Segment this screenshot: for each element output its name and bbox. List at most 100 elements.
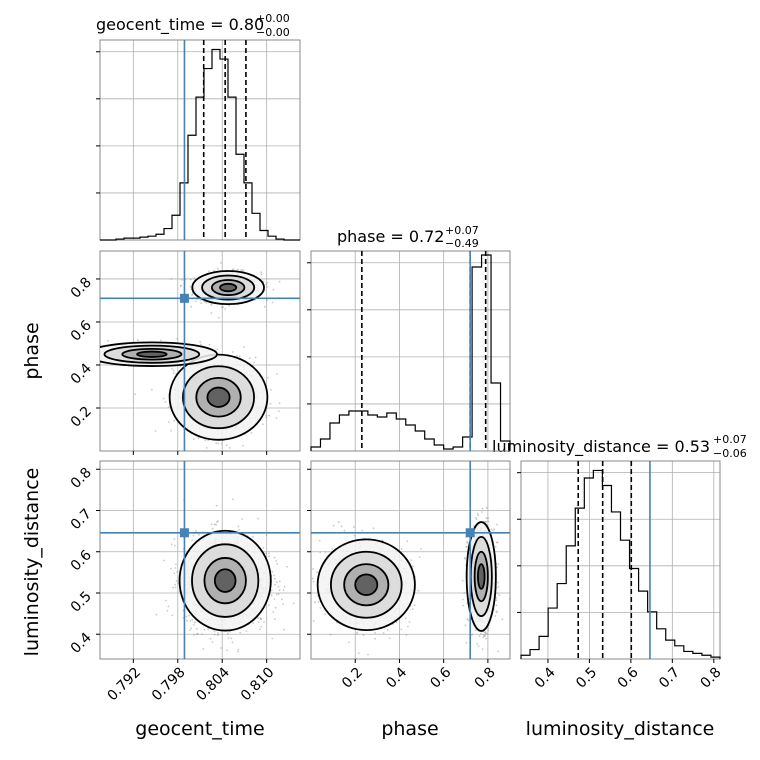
sample-point xyxy=(179,284,182,287)
sample-point xyxy=(189,278,192,281)
sample-point xyxy=(267,377,269,379)
sample-point xyxy=(227,632,229,635)
sample-point xyxy=(498,594,501,596)
sample-point xyxy=(259,617,262,620)
sample-point xyxy=(172,586,175,589)
sample-point xyxy=(175,580,178,582)
sample-point xyxy=(490,528,493,531)
sample-point xyxy=(258,628,261,631)
ytick-label: 0.4 xyxy=(68,630,95,657)
contour-line xyxy=(195,376,242,418)
sample-point xyxy=(236,268,239,271)
sample-point xyxy=(245,630,248,632)
sample-point xyxy=(463,557,466,559)
density-level xyxy=(220,283,237,292)
xtick-label: 0.810 xyxy=(238,665,278,705)
axes-frame xyxy=(99,39,301,241)
sample-point xyxy=(227,637,230,639)
sample-point xyxy=(474,517,477,519)
title-geocent-time-minus: −0.00 xyxy=(256,26,290,39)
title-geocent-time: geocent_time = 0.80 xyxy=(96,15,264,35)
sample-point xyxy=(231,351,234,353)
sample-point xyxy=(180,279,183,281)
sample-point xyxy=(248,357,251,359)
sample-point xyxy=(411,608,414,611)
sample-point xyxy=(413,604,416,607)
sample-point xyxy=(208,270,210,273)
sample-point xyxy=(254,356,257,359)
sample-point xyxy=(136,339,139,342)
sample-point xyxy=(278,402,281,405)
sample-point xyxy=(406,540,409,543)
scatter-phase-luminosity-distance: 0.2 0.4 0.6 0.8 xyxy=(307,460,511,692)
sample-point xyxy=(388,637,391,639)
sample-point xyxy=(311,577,314,580)
contour-line xyxy=(210,279,246,296)
sample-point xyxy=(257,517,259,520)
sample-point xyxy=(220,647,223,649)
sample-point xyxy=(275,373,278,375)
sample-point xyxy=(75,353,77,355)
sample-point xyxy=(189,453,191,455)
sample-point xyxy=(319,551,322,554)
sample-point xyxy=(167,421,170,423)
sample-point xyxy=(478,635,481,637)
density-level xyxy=(214,569,236,592)
xtick-label: 0.7 xyxy=(656,665,683,692)
sample-point xyxy=(200,302,203,304)
histogram-steps xyxy=(100,48,300,241)
sample-point xyxy=(217,632,220,634)
sample-point xyxy=(273,598,276,600)
sample-point xyxy=(266,299,268,302)
sample-point xyxy=(217,267,219,270)
sample-point xyxy=(485,520,487,523)
sample-point xyxy=(332,524,335,527)
sample-point xyxy=(252,535,254,538)
sample-point xyxy=(318,539,321,542)
sample-point xyxy=(381,539,384,542)
contour-line xyxy=(213,568,237,593)
sample-point xyxy=(465,641,468,644)
contour-line xyxy=(100,341,218,367)
title-phase: phase = 0.72 xyxy=(337,227,444,246)
plot-area xyxy=(75,262,281,455)
sample-point xyxy=(173,538,176,540)
sample-point xyxy=(283,628,285,631)
sample-point xyxy=(386,628,389,631)
sample-point xyxy=(418,556,421,558)
sample-point xyxy=(270,589,273,592)
contour-line xyxy=(354,573,379,596)
sample-point xyxy=(274,583,276,586)
sample-point xyxy=(483,631,486,634)
sample-point xyxy=(260,625,263,628)
contour-line xyxy=(343,563,390,607)
sample-point xyxy=(222,306,225,309)
sample-point xyxy=(268,555,270,558)
sample-point xyxy=(242,444,245,447)
sample-point xyxy=(356,631,359,634)
sample-point xyxy=(203,628,206,631)
histogram-steps xyxy=(520,469,721,659)
contour-line xyxy=(201,274,256,301)
sample-point xyxy=(275,581,278,584)
title-luminosity-distance: luminosity_distance = 0.53 xyxy=(492,437,710,457)
sample-point xyxy=(357,652,360,655)
sample-point xyxy=(215,523,218,526)
truth-marker xyxy=(179,528,189,538)
sample-point xyxy=(155,613,158,616)
sample-point xyxy=(204,439,207,441)
sample-point xyxy=(176,337,179,340)
sample-point xyxy=(266,285,268,288)
sample-point xyxy=(272,288,275,291)
sample-point xyxy=(237,648,240,651)
sample-point xyxy=(405,633,408,636)
sample-point xyxy=(374,637,376,640)
sample-point xyxy=(274,606,277,609)
sample-point xyxy=(250,432,253,434)
sample-point xyxy=(276,563,278,565)
sample-point xyxy=(176,571,179,573)
sample-point xyxy=(217,520,219,522)
contour-line xyxy=(178,529,272,632)
sample-point xyxy=(166,609,169,612)
sample-point xyxy=(485,520,487,523)
